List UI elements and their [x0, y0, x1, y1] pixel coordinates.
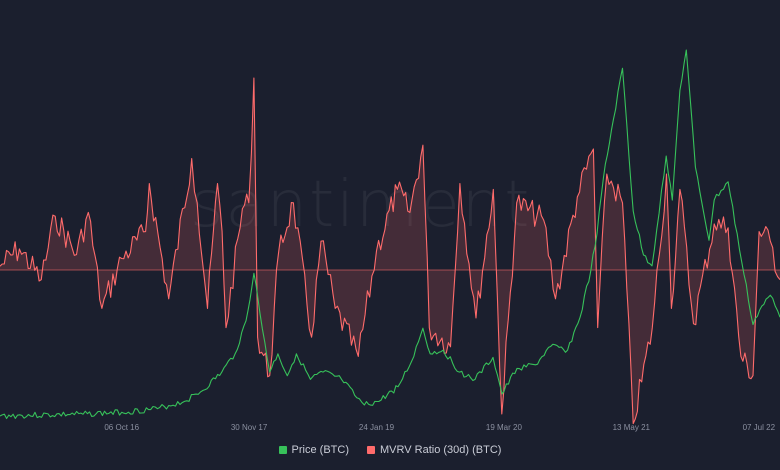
- legend: Price (BTC) MVRV Ratio (30d) (BTC): [0, 444, 780, 456]
- price-line: [0, 49, 780, 420]
- mvrv-line: [0, 77, 780, 425]
- series-lines-group: [0, 49, 780, 425]
- x-axis-ticks: 06 Oct 16 30 Nov 17 24 Jan 19 19 Mar 20 13 M…: [104, 423, 775, 432]
- mvrv-area: [0, 78, 780, 424]
- mvrv-area-group: [0, 78, 780, 424]
- x-tick-label: 19 Mar 20: [486, 423, 523, 432]
- legend-mvrv-label: MVRV Ratio (30d) (BTC): [380, 444, 502, 456]
- legend-item-mvrv[interactable]: MVRV Ratio (30d) (BTC): [367, 444, 501, 456]
- x-tick-label: 07 Jul 22: [743, 423, 776, 432]
- price-swatch-icon: [278, 446, 287, 454]
- legend-price-label: Price (BTC): [291, 444, 349, 456]
- mvrv-swatch-icon: [367, 446, 375, 454]
- x-tick-label: 13 May 21: [613, 423, 651, 432]
- x-tick-label: 24 Jan 19: [359, 423, 395, 432]
- legend-item-price[interactable]: Price (BTC): [278, 444, 349, 456]
- x-tick-label: 30 Nov 17: [231, 423, 268, 432]
- x-tick-label: 06 Oct 16: [104, 423, 139, 432]
